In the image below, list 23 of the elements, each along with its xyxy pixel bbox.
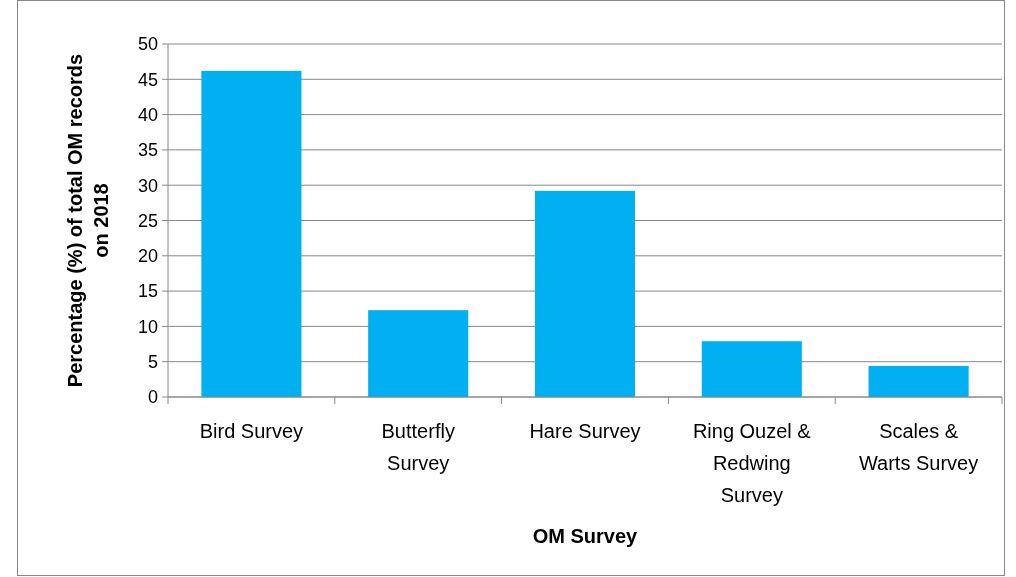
y-tick-label: 45 — [137, 69, 158, 90]
y-tick-label: 10 — [137, 316, 158, 337]
y-tick-label: 5 — [147, 352, 158, 372]
y-tick-label: 25 — [137, 210, 158, 231]
x-tick-label: Scales & Warts Survey — [858, 420, 979, 474]
bar — [201, 70, 302, 397]
bar — [534, 190, 636, 397]
x-tick-label: Hare Survey — [529, 420, 641, 442]
x-tick-label: Butterfly Survey — [381, 420, 455, 474]
y-tick-label: 0 — [147, 387, 158, 408]
bar — [868, 365, 969, 397]
y-tick-label: 35 — [137, 140, 158, 161]
y-tick-label: 40 — [137, 104, 158, 125]
y-axis-title: Percentage (%) of total OM records on 2018 — [64, 53, 112, 388]
y-tick-label: 30 — [137, 175, 158, 196]
bar — [368, 310, 469, 397]
x-tick-label: Bird Survey — [199, 420, 304, 442]
y-tick-label: 50 — [137, 34, 158, 55]
bar — [701, 341, 802, 397]
x-tick-label: Ring Ouzel & Redwing Survey — [692, 420, 812, 506]
y-tick-label: 15 — [137, 281, 158, 302]
x-axis-title: OM Survey — [532, 525, 639, 547]
y-tick-label: 20 — [137, 246, 158, 267]
